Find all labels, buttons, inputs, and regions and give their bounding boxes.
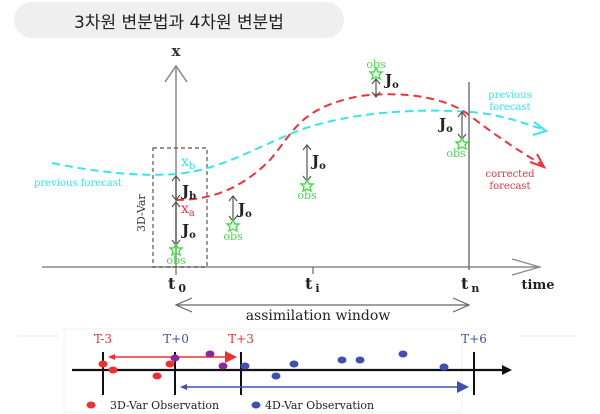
previous-forecast-right-label-2: forecast <box>489 102 530 113</box>
3dvar-box <box>152 147 208 268</box>
svg-text:tn: tn <box>461 274 479 295</box>
svg-text:T-3: T-3 <box>94 332 112 346</box>
x-axis: time <box>42 258 555 293</box>
previous-forecast-left-label: previous forecast <box>34 178 122 189</box>
x-axis-label: time <box>522 278 555 293</box>
y-axis-label: x <box>172 42 182 60</box>
obs-stars <box>168 66 470 257</box>
svg-text:obs: obs <box>297 189 317 202</box>
svg-text:assimilation window: assimilation window <box>246 308 391 324</box>
previous-forecast-right-label-1: previous <box>488 90 532 101</box>
j-labels: Jb Jo Jo Jo Jo Jo <box>180 71 453 241</box>
xa-label: xa <box>181 201 195 219</box>
legend-4dvar-dot <box>251 401 261 409</box>
svg-text:obs: obs <box>166 254 186 267</box>
diagram-title: 3차원 변분법과 4차원 변분법 <box>74 12 284 33</box>
corrected-forecast-label-2: forecast <box>489 181 530 192</box>
svg-text:Jo: Jo <box>383 71 399 91</box>
star-icon <box>225 218 241 233</box>
previous-forecast-curve <box>51 109 546 176</box>
timeline-legend: 3D-Var Observation 4D-Var Observation <box>86 399 374 412</box>
svg-text:T+3: T+3 <box>228 332 254 346</box>
svg-text:obs: obs <box>366 58 386 71</box>
star-icon <box>299 178 315 193</box>
title-pill: 3차원 변분법과 4차원 변분법 <box>14 2 344 38</box>
svg-text:ti: ti <box>305 274 320 295</box>
timeline-tick-labels: T-3 T+0 T+3 T+6 <box>94 332 487 346</box>
svg-text:Jo: Jo <box>437 115 453 135</box>
star-icon <box>368 66 384 81</box>
legend-4dvar-label: 4D-Var Observation <box>265 399 374 412</box>
assimilation-window: assimilation window <box>174 297 471 324</box>
svg-text:t0: t0 <box>168 274 186 295</box>
xb-label: xb <box>181 154 195 172</box>
obs-dots <box>98 350 449 380</box>
corrected-forecast-curve <box>175 93 544 201</box>
corrected-forecast-label-1: corrected <box>485 169 535 180</box>
obs-labels: obs obs obs obs obs <box>166 58 466 267</box>
svg-text:T+6: T+6 <box>461 332 487 346</box>
star-icon <box>168 242 184 257</box>
svg-text:T+0: T+0 <box>163 332 189 346</box>
legend-3dvar-label: 3D-Var Observation <box>110 399 219 412</box>
svg-text:obs: obs <box>223 230 243 243</box>
svg-text:obs: obs <box>446 147 466 160</box>
svg-text:Jo: Jo <box>310 152 326 172</box>
timeline <box>72 351 512 395</box>
star-icon <box>454 136 470 151</box>
svg-text:Jo: Jo <box>236 200 252 220</box>
svg-text:Jb: Jb <box>180 182 196 202</box>
svg-text:Jo: Jo <box>180 221 196 241</box>
legend-3dvar-dot <box>86 401 96 409</box>
3dvar-label: 3D-Var <box>135 194 148 232</box>
